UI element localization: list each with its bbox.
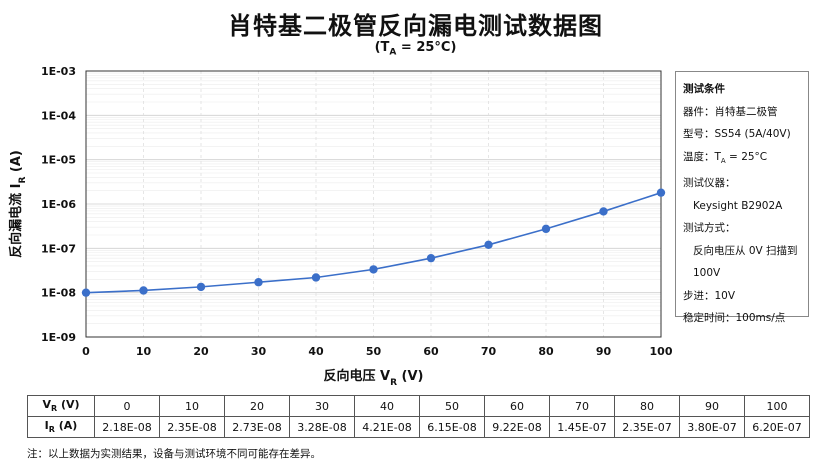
x-tick-label: 40 [308,345,324,358]
y-tick-label: 1E-05 [41,154,76,167]
y-tick-label: 1E-06 [41,198,76,211]
data-point [139,286,148,295]
y-tick-label: 1E-04 [41,109,76,122]
x-tick-label: 30 [251,345,267,358]
data-point [254,278,263,287]
chart-subtitle: (TA = 25°C) [374,40,457,58]
y-axis-title: 反向漏电流 IR (A) [8,150,28,258]
x-tick-label: 60 [423,345,439,358]
table-cell-current: 3.28E-08 [289,416,355,438]
chart-title: 肖特基二极管反向漏电测试数据图 [228,12,603,40]
data-point [196,282,206,292]
data-point [599,207,608,216]
y-axis-ticks: 1E-09 1E-08 1E-07 1E-06 1E-05 1E-04 1E-03 [41,65,76,344]
grid [85,70,662,338]
data-point [484,240,493,250]
data-point [656,188,666,197]
table-cell-voltage: 90 [679,395,745,417]
conditions-method-line1: 反向电压从 0V 扫描到 [693,244,798,257]
data-point [541,224,551,234]
table-row-current: IR (A) 2.18E-08 2.35E-08 2.73E-08 3.28E-08 4… [27,416,810,438]
table-cell-current: 6.15E-08 [419,416,485,438]
conditions-method-label: 测试方式： [683,222,736,235]
x-tick-label: 20 [193,345,209,358]
conditions-method-line2: 100V [693,267,721,280]
table-cell-voltage: 50 [419,395,485,417]
conditions-instrument-label: 测试仪器： [683,177,736,190]
x-tick-label: 90 [596,345,612,358]
conditions-temperature: 温度：TA = 25°C [683,150,768,165]
table-cell-voltage: 70 [549,395,615,417]
data-point [426,253,436,263]
table-cell-current: 6.20E-07 [744,416,810,438]
conditions-header: 测试条件 [683,83,725,95]
table-cell-current: 3.80E-07 [679,416,745,438]
data-points [81,188,666,297]
plot-frame [85,70,662,338]
conditions-model: 型号：SS54 (5A/40V) [683,128,791,140]
table-row-voltage: VR (V) 0 10 20 30 40 50 60 70 80 90 100 [27,395,810,417]
x-tick-label: 10 [136,345,152,358]
data-point [311,273,321,282]
table-cell-voltage: 0 [94,395,160,417]
x-axis-title: 反向电压 VR (V) [323,368,423,388]
data-table: VR (V) 0 10 20 30 40 50 60 70 80 90 100 IR (A) 2.1… [27,395,810,438]
conditions-device: 器件：肖特基二极管 [683,105,778,118]
table-cell-current: 2.73E-08 [224,416,290,438]
table-cell-current: 4.21E-08 [354,416,420,438]
x-axis-ticks: 0 10 20 30 40 50 60 70 80 90 100 [82,345,673,358]
table-cell-voltage: 30 [289,395,355,417]
row-header-current: IR (A) [27,416,95,438]
test-conditions-panel: 测试条件 器件：肖特基二极管 型号：SS54 (5A/40V) 温度：TA = … [675,71,809,324]
table-cell-voltage: 20 [224,395,290,417]
conditions-instrument: Keysight B2902A [693,199,783,212]
table-cell-voltage: 40 [354,395,420,417]
x-tick-label: 70 [481,345,497,358]
x-tick-label: 100 [650,345,673,358]
y-tick-label: 1E-07 [41,242,76,255]
x-tick-label: 80 [538,345,554,358]
row-header-voltage: VR (V) [27,395,95,417]
conditions-settle: 稳定时间：100ms/点 [683,312,786,325]
data-point [81,288,91,297]
table-cell-voltage: 10 [159,395,225,417]
x-tick-label: 0 [82,345,90,358]
x-tick-label: 50 [366,345,382,358]
y-tick-label: 1E-03 [41,65,76,78]
footnote: 注：以上数据为实测结果，设备与测试环境不同可能存在差异。 [27,448,321,460]
y-tick-label: 1E-08 [41,287,76,300]
table-cell-voltage: 60 [484,395,550,417]
chart-area: 1E-09 1E-08 1E-07 1E-06 1E-05 1E-04 1E-03 0 10 2… [8,65,673,388]
table-cell-current: 1.45E-07 [549,416,615,438]
table-cell-current: 2.35E-08 [159,416,225,438]
table-cell-current: 2.18E-08 [94,416,160,438]
table-cell-voltage: 80 [614,395,680,417]
conditions-step: 步进：10V [683,289,736,302]
y-tick-label: 1E-09 [41,331,76,344]
table-cell-voltage: 100 [744,395,810,417]
data-point [369,265,378,274]
table-cell-current: 2.35E-07 [614,416,680,438]
table-cell-current: 9.22E-08 [484,416,550,438]
